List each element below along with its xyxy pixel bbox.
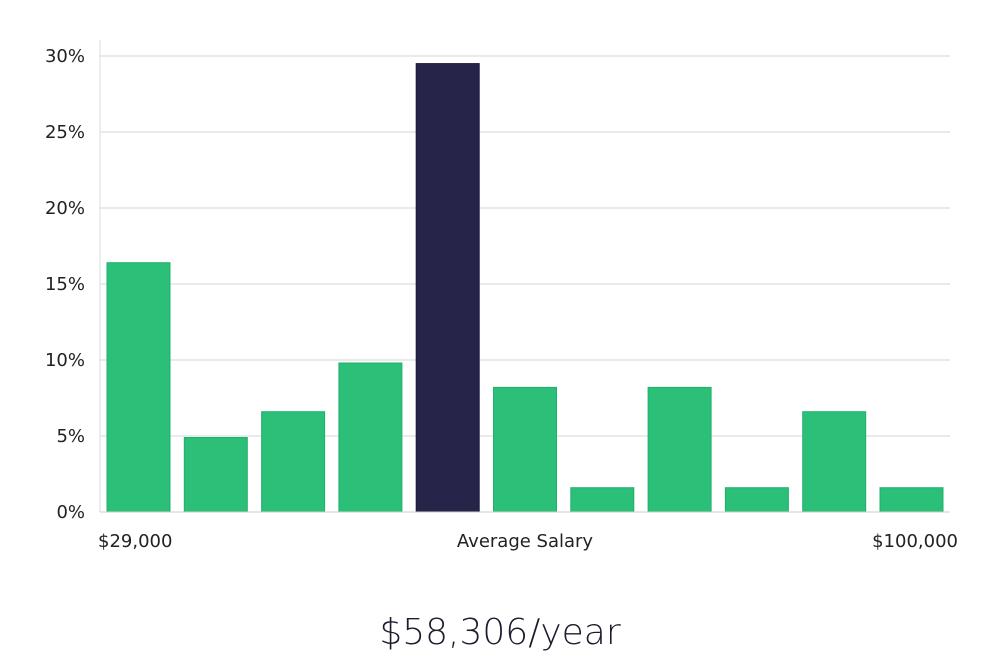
y-tick-label: 0% — [56, 502, 85, 523]
bar — [338, 362, 403, 513]
bar — [183, 437, 248, 513]
bar — [802, 411, 867, 513]
bar — [879, 487, 944, 513]
y-tick-labels: 0% 5% 10% 15% 20% 25% 30% — [45, 46, 85, 523]
gridlines — [100, 55, 950, 437]
bar — [724, 487, 789, 513]
bar — [106, 262, 171, 513]
bars — [106, 63, 944, 513]
x-label-min: $29,000 — [98, 531, 172, 552]
y-tick-label: 5% — [56, 426, 85, 447]
y-tick-label: 15% — [45, 274, 85, 295]
average-salary-value: $58,306/year — [379, 612, 621, 653]
x-label-average: Average Salary — [457, 531, 594, 552]
y-tick-label: 20% — [45, 198, 85, 219]
y-tick-label: 30% — [45, 46, 85, 67]
y-tick-label: 10% — [45, 350, 85, 371]
x-label-max: $100,000 — [872, 531, 958, 552]
bar — [570, 487, 635, 513]
salary-histogram-chart: 0% 5% 10% 15% 20% 25% 30% $29,000 Average Sala… — [45, 40, 958, 552]
y-tick-label: 25% — [45, 122, 85, 143]
bar — [261, 411, 326, 513]
bar-average-highlight — [415, 63, 480, 513]
bar — [647, 386, 712, 513]
bar — [493, 386, 557, 513]
